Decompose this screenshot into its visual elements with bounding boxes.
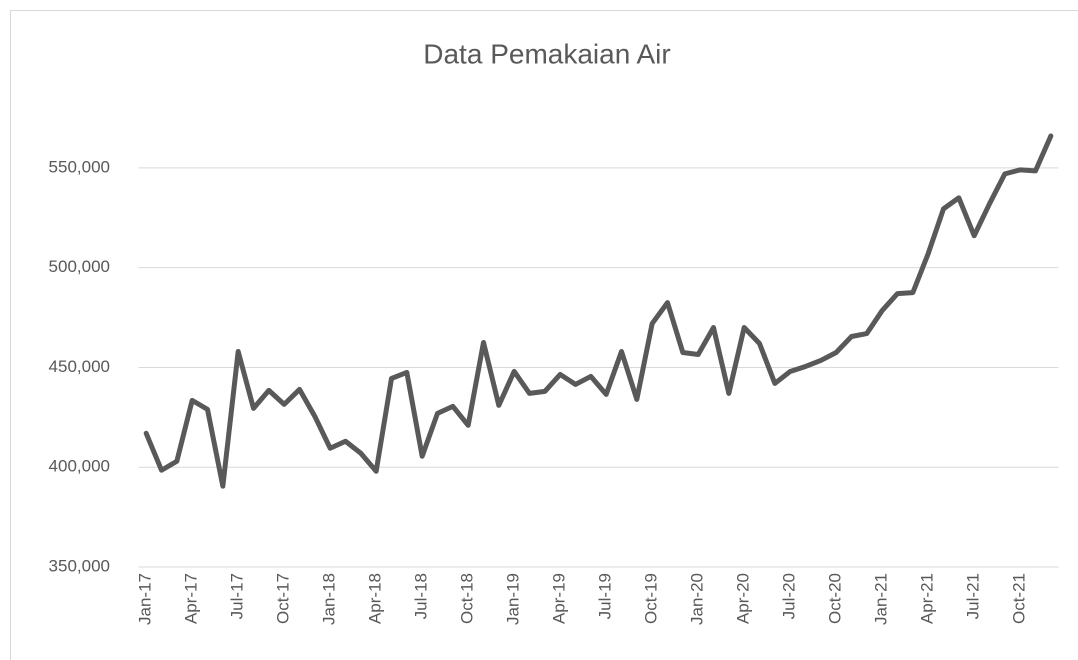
x-tick-label: Oct-18 bbox=[458, 573, 477, 624]
x-tick-label: Apr-17 bbox=[182, 573, 201, 624]
x-tick-label: Jul-19 bbox=[596, 573, 615, 619]
x-tick-label: Jan-17 bbox=[136, 573, 155, 625]
x-tick-label: Apr-20 bbox=[734, 573, 753, 624]
chart-border bbox=[10, 10, 1078, 660]
chart-title: Data Pemakaian Air bbox=[423, 38, 670, 69]
x-tick-label: Apr-18 bbox=[366, 573, 385, 624]
x-tick-label: Jul-17 bbox=[228, 573, 247, 619]
x-tick-label: Oct-17 bbox=[274, 573, 293, 624]
x-tick-label: Jan-20 bbox=[688, 573, 707, 625]
y-tick-label: 450,000 bbox=[49, 357, 110, 376]
y-tick-label: 550,000 bbox=[49, 157, 110, 176]
x-tick-label: Jul-18 bbox=[412, 573, 431, 619]
y-tick-label: 400,000 bbox=[49, 457, 110, 476]
data-line bbox=[143, 133, 1054, 489]
x-tick-label: Oct-19 bbox=[642, 573, 661, 624]
x-tick-label: Jan-18 bbox=[320, 573, 339, 625]
x-tick-label: Jan-21 bbox=[872, 573, 891, 625]
x-tick-label: Jan-19 bbox=[504, 573, 523, 625]
y-tick-label: 350,000 bbox=[49, 556, 110, 575]
x-tick-label: Apr-21 bbox=[918, 573, 937, 624]
x-tick-label: Apr-19 bbox=[550, 573, 569, 624]
x-tick-label: Oct-20 bbox=[826, 573, 845, 624]
x-tick-label: Jul-20 bbox=[780, 573, 799, 619]
x-tick-label: Oct-21 bbox=[1010, 573, 1029, 624]
y-tick-label: 500,000 bbox=[49, 257, 110, 276]
x-tick-label: Jul-21 bbox=[964, 573, 983, 619]
